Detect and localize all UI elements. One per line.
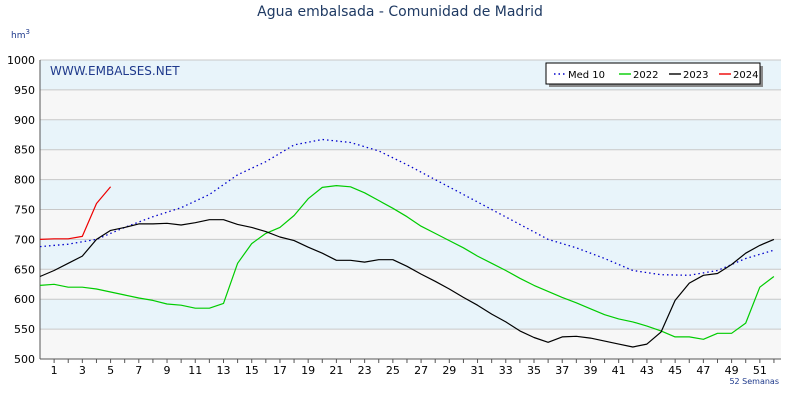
plot-band xyxy=(40,179,781,210)
plot-band xyxy=(40,329,781,359)
x-tick-label: 5 xyxy=(107,364,114,377)
chart-title: Agua embalsada - Comunidad de Madrid xyxy=(257,4,543,20)
x-tick-label: 7 xyxy=(135,364,142,377)
x-tick-label: 25 xyxy=(386,364,400,377)
x-tick-label: 41 xyxy=(612,364,626,377)
plot-band xyxy=(40,269,781,300)
x-tick-label: 19 xyxy=(301,364,315,377)
x-tick-label: 13 xyxy=(216,364,230,377)
x-tick-label: 45 xyxy=(668,364,682,377)
x-tick-label: 17 xyxy=(273,364,287,377)
x-tick-label: 27 xyxy=(414,364,428,377)
x-tick-label: 11 xyxy=(188,364,202,377)
x-tick-label: 39 xyxy=(583,364,597,377)
y-tick-label: 1000 xyxy=(7,54,35,67)
plot-band xyxy=(40,239,781,270)
x-tick-label: 9 xyxy=(164,364,171,377)
y-tick-label: 850 xyxy=(14,144,35,157)
plot-band xyxy=(40,119,781,150)
y-tick-label: 600 xyxy=(14,293,35,306)
x-tick-label: 43 xyxy=(640,364,654,377)
series-line-2024 xyxy=(39,186,112,240)
y-tick-label: 700 xyxy=(14,233,35,246)
plot-band xyxy=(40,209,781,240)
legend-label: 2022 xyxy=(633,70,658,81)
x-tick-label: 51 xyxy=(753,364,767,377)
x-tick-label: 33 xyxy=(499,364,513,377)
x-tick-label: 1 xyxy=(51,364,58,377)
x-tick-label: 29 xyxy=(442,364,456,377)
y-tick-label: 900 xyxy=(14,114,35,127)
x-tick-label: 31 xyxy=(471,364,485,377)
x-tick-label: 23 xyxy=(358,364,372,377)
series-lines xyxy=(39,138,775,348)
x-tick-label: 49 xyxy=(725,364,739,377)
series-line-2023 xyxy=(39,219,775,348)
grid-lines xyxy=(39,59,781,360)
x-tick-label: 47 xyxy=(696,364,710,377)
y-tick-label: 950 xyxy=(14,84,35,97)
y-tick-label: 650 xyxy=(14,263,35,276)
y-axis-unit: hm3 xyxy=(11,28,30,41)
legend-label: 2024 xyxy=(733,70,758,81)
y-axis: 500 550 600 650 700 750 800 850 900 950 1000 xyxy=(7,54,35,366)
x-tick-label: 21 xyxy=(329,364,343,377)
watermark: WWW.EMBALSES.NET xyxy=(50,64,180,78)
legend-label: 2023 xyxy=(683,70,708,81)
y-tick-label: 550 xyxy=(14,323,35,336)
x-tick-label: 35 xyxy=(527,364,541,377)
y-tick-label: 500 xyxy=(14,353,35,366)
y-tick-label: 750 xyxy=(14,204,35,217)
legend-box xyxy=(545,62,761,85)
x-tick-label: 3 xyxy=(79,364,86,377)
legend-label: Med 10 xyxy=(568,70,605,81)
y-tick-label: 800 xyxy=(14,174,35,187)
x-axis: 1 3 5 7 9 11 13 15 17 19 21 23 25 27 29 31 33 35 37 39 41 43 4… xyxy=(51,359,775,377)
plot-band xyxy=(40,299,781,330)
x-tick-label: 37 xyxy=(555,364,569,377)
series-line-2022 xyxy=(39,185,775,340)
legend: Med 10 2022 2023 2024 xyxy=(545,62,763,87)
plot-band xyxy=(40,149,781,180)
x-tick-label: 15 xyxy=(245,364,259,377)
plot-band xyxy=(40,89,781,120)
plot-background xyxy=(40,60,781,359)
x-axis-label: 52 Semanas xyxy=(729,377,779,386)
